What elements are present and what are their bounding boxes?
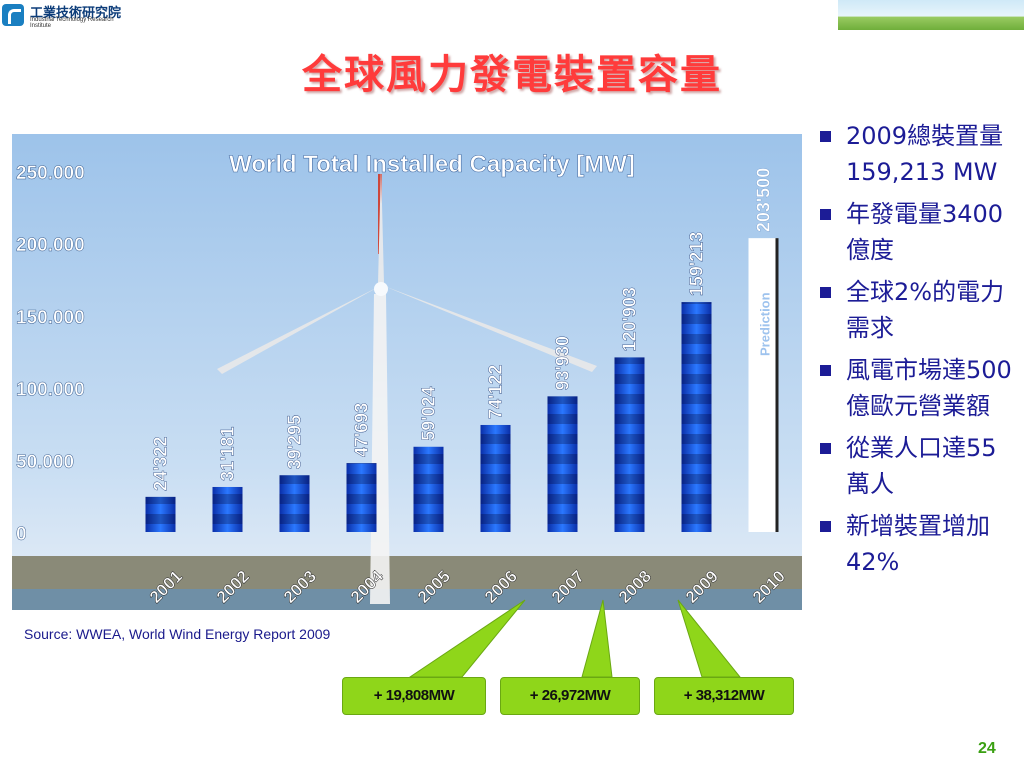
bullet-text: 年發電量3400億度 [846, 200, 1004, 264]
bar-value-label: 93'930 [553, 336, 573, 390]
bullet-square-icon [820, 365, 831, 376]
bar-stripes [212, 486, 243, 532]
bullet-item: 從業人口達55萬人 [818, 430, 1018, 502]
itri-logo-icon [2, 4, 24, 26]
logo-name-zh: 工業技術研究院 [30, 6, 122, 21]
bullet-square-icon [820, 209, 831, 220]
chart-background [12, 134, 802, 610]
bar-value-label: 74'122 [486, 365, 506, 419]
bullet-list: 2009總裝置量159,213 MW 年發電量3400億度 全球2%的電力需求 … [818, 118, 1018, 586]
y-tick-label: 50.000 [16, 452, 74, 473]
bullet-item: 年發電量3400億度 [818, 196, 1018, 268]
wind-turbine-graphic [217, 164, 597, 604]
page-number: 24 [978, 740, 996, 757]
callout-arrow-2008 [581, 599, 613, 678]
bar-value-label: 47'693 [352, 403, 372, 457]
bar-value-label: 59'024 [419, 386, 439, 440]
bar-stripes [346, 463, 377, 532]
bar-value-label: 159'213 [687, 232, 707, 296]
capacity-chart: 0 50.000 100.000 150.000 200.000 250.000 24'32… [12, 134, 802, 610]
bullet-square-icon [820, 131, 831, 142]
chart-title: World Total Installed Capacity [MW] [229, 151, 635, 178]
callout-arrow-2007 [408, 599, 526, 678]
bullet-text: 2009總裝置量159,213 MW [846, 122, 1004, 186]
wind-farm-banner [838, 0, 1024, 30]
prediction-label: Prediction [758, 292, 773, 356]
y-tick-label: 150.000 [16, 307, 85, 328]
itri-logo: 工業技術研究院 Industrial Technology Research I… [2, 2, 142, 30]
y-tick-label: 0 [16, 524, 27, 545]
bullet-item: 風電市場達500億歐元營業額 [818, 352, 1018, 424]
bullet-square-icon [820, 443, 831, 454]
bullet-item: 全球2%的電力需求 [818, 274, 1018, 346]
bar-prediction [748, 238, 779, 532]
bar-value-label: 120'903 [620, 287, 640, 351]
bar-value-label: 24'322 [151, 437, 171, 491]
bullet-text: 新增裝置增加42% [846, 512, 990, 576]
bar-value-label: 39'295 [285, 415, 305, 469]
increment-2007: + 19,808MW [342, 677, 486, 715]
bar-value-label: 31'181 [218, 427, 238, 481]
bar-stripes [480, 424, 511, 532]
logo-name-en: Industrial Technology Research Institute [30, 17, 114, 29]
bar-value-label: 203'500 [754, 168, 774, 232]
bar-stripes [413, 446, 444, 532]
page-title: 全球風力發電裝置容量 [302, 52, 722, 98]
bar-stripes [547, 396, 578, 532]
bar-stripes [614, 357, 645, 532]
bar-prediction-edge [775, 238, 779, 532]
source-note: Source: WWEA, World Wind Energy Report 2… [24, 626, 331, 642]
bullet-item: 2009總裝置量159,213 MW [818, 118, 1018, 190]
increment-2009: + 38,312MW [654, 677, 794, 715]
callout-arrow-2009 [677, 599, 742, 678]
y-tick-label: 200.000 [16, 235, 85, 256]
bar-stripes [145, 496, 176, 532]
y-tick-label: 100.000 [16, 380, 85, 401]
increment-2008: + 26,972MW [500, 677, 640, 715]
bullet-text: 全球2%的電力需求 [846, 278, 1005, 342]
bullet-square-icon [820, 521, 831, 532]
bullet-text: 從業人口達55萬人 [846, 434, 997, 498]
bullet-square-icon [820, 287, 831, 298]
bar-stripes [681, 302, 712, 532]
y-tick-label: 250.000 [16, 163, 85, 184]
bullet-text: 風電市場達500億歐元營業額 [846, 356, 1012, 420]
bar-stripes [279, 475, 310, 532]
bullet-item: 新增裝置增加42% [818, 508, 1018, 580]
